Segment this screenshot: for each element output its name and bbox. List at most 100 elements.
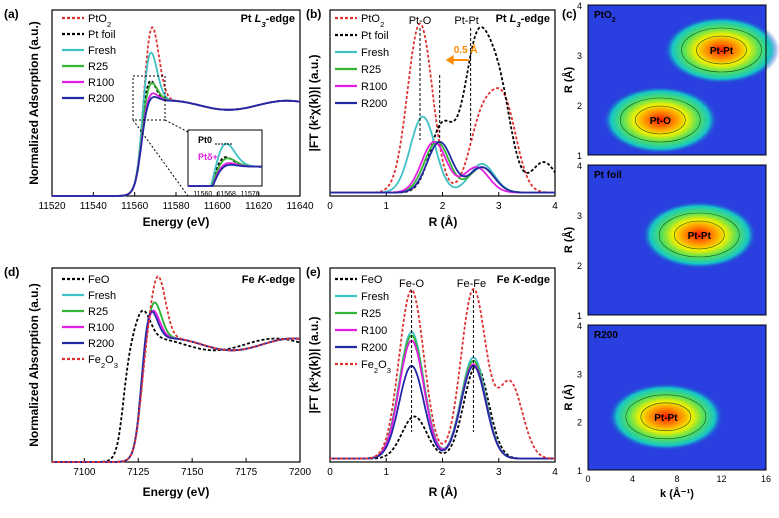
- y-axis-label: R (Å): [562, 67, 575, 94]
- annotation-pt-pt: Pt-Pt: [454, 15, 478, 27]
- y-tick-label: 3: [577, 211, 582, 221]
- y-axis-label: Normalized Adsorption (a.u.): [27, 21, 41, 185]
- x-tick-label: 7150: [181, 467, 204, 478]
- x-tick-label: 11580: [162, 201, 190, 212]
- map-contour: [635, 105, 686, 135]
- panel-title: Fe K-edge: [242, 274, 295, 286]
- inset-label-pt0: Pt0: [198, 135, 212, 145]
- map-contour: [625, 394, 707, 440]
- legend-entry: R100: [88, 77, 114, 89]
- y-axis-label: Normalized Absorption (a.u.): [27, 283, 41, 447]
- y-axis-label: R (Å): [562, 384, 575, 411]
- zoom-connector: [164, 119, 189, 133]
- y-tick-label: 4: [577, 161, 582, 171]
- series-r100: [52, 92, 301, 197]
- legend-entry: FeO: [88, 274, 110, 286]
- inset-label-ptdelta: Ptδ+: [198, 152, 218, 162]
- map-contour: [658, 212, 740, 258]
- x-tick-label: 11540: [80, 201, 108, 212]
- map-contour: [681, 27, 762, 73]
- map-title: PtO2: [594, 10, 616, 24]
- y-axis-label: |FT (k³χ(k))| (a.u.): [307, 317, 321, 414]
- inset-tick-label: 11568: [217, 191, 236, 198]
- y-axis-label: R (Å): [562, 227, 575, 254]
- shift-arrowhead: [445, 55, 454, 65]
- series-fresh: [52, 51, 301, 197]
- legend-entry: R200: [88, 93, 114, 105]
- legend-entry: R25: [88, 306, 108, 318]
- y-tick-label: 4: [577, 1, 582, 11]
- map-hotspot: [602, 86, 719, 154]
- y-tick-label: 2: [577, 101, 582, 111]
- zoom-box: [132, 75, 166, 121]
- x-tick-label: 7100: [73, 467, 96, 478]
- x-tick-label: 0: [327, 201, 333, 212]
- legend-entry: R200: [361, 342, 387, 354]
- legend-entry: Fe2O3: [88, 354, 118, 370]
- hotspot-label: Pt-Pt: [710, 46, 734, 57]
- map-title: Pt foil: [594, 170, 622, 181]
- y-tick-label: 1: [577, 466, 582, 476]
- legend-entry: Fresh: [88, 45, 116, 57]
- legend-entry: Pt foil: [361, 30, 389, 42]
- hotspot-label: Pt-Pt: [688, 231, 712, 242]
- x-tick-label: 0: [585, 474, 590, 484]
- legend-entry: R200: [88, 338, 114, 350]
- panel-label: (b): [306, 7, 321, 21]
- x-tick-label: 2: [440, 467, 446, 478]
- legend-entry: R25: [88, 61, 108, 73]
- series-fresh: [330, 115, 555, 194]
- y-tick-label: 4: [577, 321, 582, 331]
- annotation-shift: 0.5 Å: [454, 43, 478, 56]
- x-axis-label: Energy (eV): [143, 485, 210, 499]
- y-tick-label: 3: [577, 51, 582, 61]
- legend-entry: R100: [361, 325, 387, 337]
- x-tick-label: 7175: [235, 467, 258, 478]
- x-axis-label: R (Å): [429, 484, 458, 499]
- x-tick-label: 1: [383, 201, 389, 212]
- legend-entry: R25: [361, 308, 381, 320]
- map-hotspot: [663, 16, 779, 84]
- x-tick-label: 2: [440, 201, 446, 212]
- series-r200: [52, 95, 301, 197]
- hotspot-label: Pt-O: [650, 116, 671, 127]
- panel-label: (a): [4, 7, 19, 21]
- map-frame: [587, 4, 767, 156]
- x-tick-label: 16: [761, 474, 771, 484]
- y-axis-label: |FT (k²χ(k))| (a.u.): [307, 55, 321, 152]
- wavelet-map-pt-foil: Pt-Pt: [587, 164, 767, 316]
- y-tick-label: 1: [577, 311, 582, 321]
- x-tick-label: 11560: [121, 201, 149, 212]
- legend-entry: Fresh: [361, 291, 389, 303]
- map-frame: [587, 164, 767, 316]
- map-contour: [696, 35, 747, 65]
- annotation-pt-o: Pt-O: [409, 15, 432, 27]
- x-tick-label: 4: [630, 474, 635, 484]
- map-hotspot: [641, 201, 758, 269]
- x-tick-label: 4: [552, 467, 558, 478]
- x-tick-label: 11520: [38, 201, 66, 212]
- legend-entry: Pt foil: [88, 29, 116, 41]
- inset-tick-label: 11560: [193, 191, 212, 198]
- x-tick-label: 7125: [127, 467, 150, 478]
- legend-entry: Fresh: [88, 290, 116, 302]
- plot-frame-d: [51, 267, 301, 463]
- y-tick-label: 1: [577, 151, 582, 161]
- hotspot-label: Pt-Pt: [654, 413, 678, 424]
- x-tick-label: 12: [716, 474, 726, 484]
- x-axis-label: k (Å⁻¹): [660, 487, 694, 500]
- legend-entry: FeO: [361, 274, 383, 286]
- x-tick-label: 7200: [289, 467, 312, 478]
- map-contour: [620, 97, 701, 143]
- x-tick-label: 3: [496, 467, 502, 478]
- legend-entry: Fe2O3: [361, 359, 391, 375]
- legend-entry: R100: [88, 322, 114, 334]
- y-tick-label: 3: [577, 369, 582, 379]
- legend-entry: R100: [361, 81, 387, 93]
- series-r200: [52, 310, 301, 463]
- x-tick-label: 11620: [245, 201, 273, 212]
- x-axis-label: Energy (eV): [143, 215, 210, 229]
- legend-entry: R25: [361, 64, 381, 76]
- panel-title: Fe K-edge: [497, 274, 550, 286]
